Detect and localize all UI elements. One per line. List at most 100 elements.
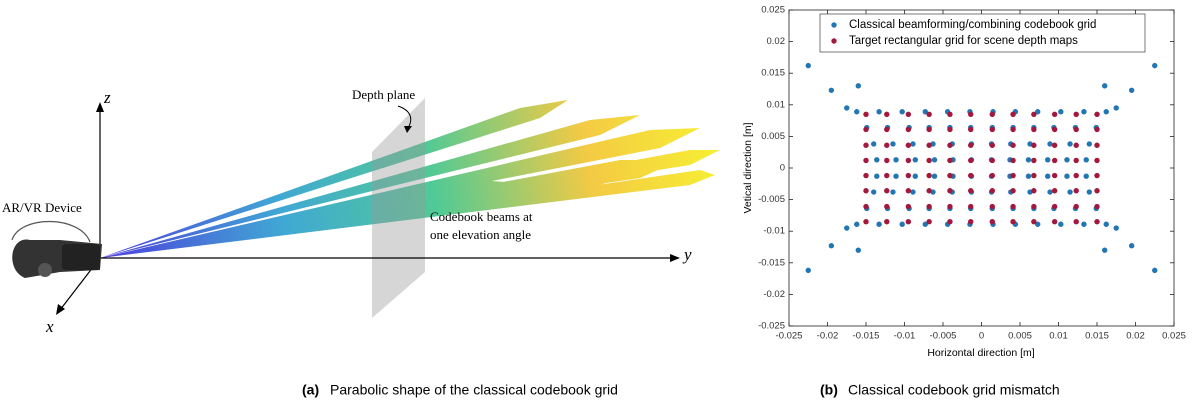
point — [1025, 157, 1032, 163]
x-tick-label: 0.025 — [1162, 331, 1186, 342]
point — [989, 172, 995, 179]
illustration: z y x AR/VR Device Depth plane Codebook … — [2, 87, 720, 336]
point — [968, 219, 974, 225]
point — [1047, 189, 1053, 195]
point — [1094, 142, 1100, 148]
point — [905, 157, 912, 164]
x-tick-label: 0.02 — [1126, 331, 1145, 342]
point — [926, 172, 932, 179]
point — [1045, 157, 1051, 163]
point — [1094, 126, 1100, 133]
point — [1103, 109, 1109, 115]
point — [805, 62, 811, 69]
x-tick-label: -0.005 — [930, 331, 957, 342]
point — [884, 142, 890, 148]
point — [947, 142, 953, 148]
point — [968, 126, 974, 133]
beams-label: Codebook beams at — [430, 209, 533, 224]
point — [926, 111, 932, 117]
point — [805, 267, 811, 274]
point — [926, 188, 932, 194]
arrowhead — [56, 304, 65, 315]
point — [863, 188, 869, 194]
point — [863, 111, 869, 117]
point — [1031, 111, 1037, 117]
caption-tag: (a) — [302, 382, 319, 398]
arrowhead — [96, 102, 104, 112]
point — [989, 157, 995, 164]
point — [1010, 126, 1016, 133]
point — [1058, 221, 1064, 227]
beams-label: one elevation angle — [430, 227, 531, 242]
point — [1081, 109, 1087, 115]
y-tick-label: -0.005 — [758, 194, 785, 205]
point — [1073, 188, 1079, 194]
point — [1010, 142, 1016, 148]
axis-label: z — [103, 88, 111, 107]
point — [989, 203, 995, 210]
point — [1094, 157, 1100, 164]
point — [905, 219, 912, 225]
point — [884, 126, 890, 133]
point — [947, 172, 953, 179]
point — [1010, 219, 1016, 225]
point — [905, 203, 912, 210]
y-axis-label: Vetical direction [m] — [742, 122, 754, 213]
point — [905, 188, 912, 194]
point — [931, 157, 938, 163]
point — [876, 109, 882, 115]
point — [1067, 141, 1073, 147]
x-tick-label: 0.01 — [1049, 331, 1068, 342]
point — [884, 188, 890, 194]
point — [854, 221, 860, 227]
legend-label: Classical beamforming/combining codebook… — [849, 19, 1096, 31]
axis-label: x — [45, 317, 54, 336]
point — [1064, 173, 1070, 179]
y-tick-label: 0.015 — [761, 68, 785, 79]
point — [1051, 172, 1058, 179]
point — [905, 111, 912, 117]
caption: Classical codebook grid mismatch — [848, 382, 1060, 398]
point — [1051, 188, 1058, 194]
point — [1051, 157, 1058, 164]
x-tick-label: 0.015 — [1085, 331, 1109, 342]
point — [1073, 219, 1079, 225]
point — [874, 173, 880, 179]
point — [893, 157, 899, 163]
point — [863, 142, 869, 148]
point — [910, 189, 916, 195]
point — [968, 203, 974, 210]
plot-frame — [788, 9, 1175, 327]
point — [890, 189, 896, 195]
point — [968, 111, 974, 117]
point — [855, 83, 861, 89]
point — [926, 203, 932, 210]
point — [1058, 109, 1064, 115]
caption-tag: (b) — [820, 382, 838, 398]
x-tick-label: -0.02 — [817, 331, 839, 342]
point — [989, 188, 995, 194]
plane-label: Depth plane — [352, 87, 415, 102]
plane-arrow — [397, 105, 412, 129]
point — [1051, 203, 1058, 210]
x-tick-label: -0.01 — [894, 331, 916, 342]
x-tick-label: 0 — [979, 331, 984, 342]
point — [884, 172, 890, 179]
point — [1025, 173, 1032, 179]
point — [1045, 173, 1051, 179]
y-tick-label: 0.025 — [761, 5, 785, 16]
point — [922, 221, 928, 227]
point — [989, 142, 995, 148]
y-tick-label: 0 — [780, 163, 785, 174]
point — [1094, 203, 1100, 210]
point — [1031, 219, 1037, 225]
point — [890, 141, 896, 147]
point — [1103, 221, 1109, 227]
point — [1067, 189, 1073, 195]
point — [1047, 141, 1053, 147]
point — [1128, 87, 1135, 93]
point — [947, 188, 953, 194]
point — [947, 157, 953, 164]
point — [905, 172, 912, 179]
